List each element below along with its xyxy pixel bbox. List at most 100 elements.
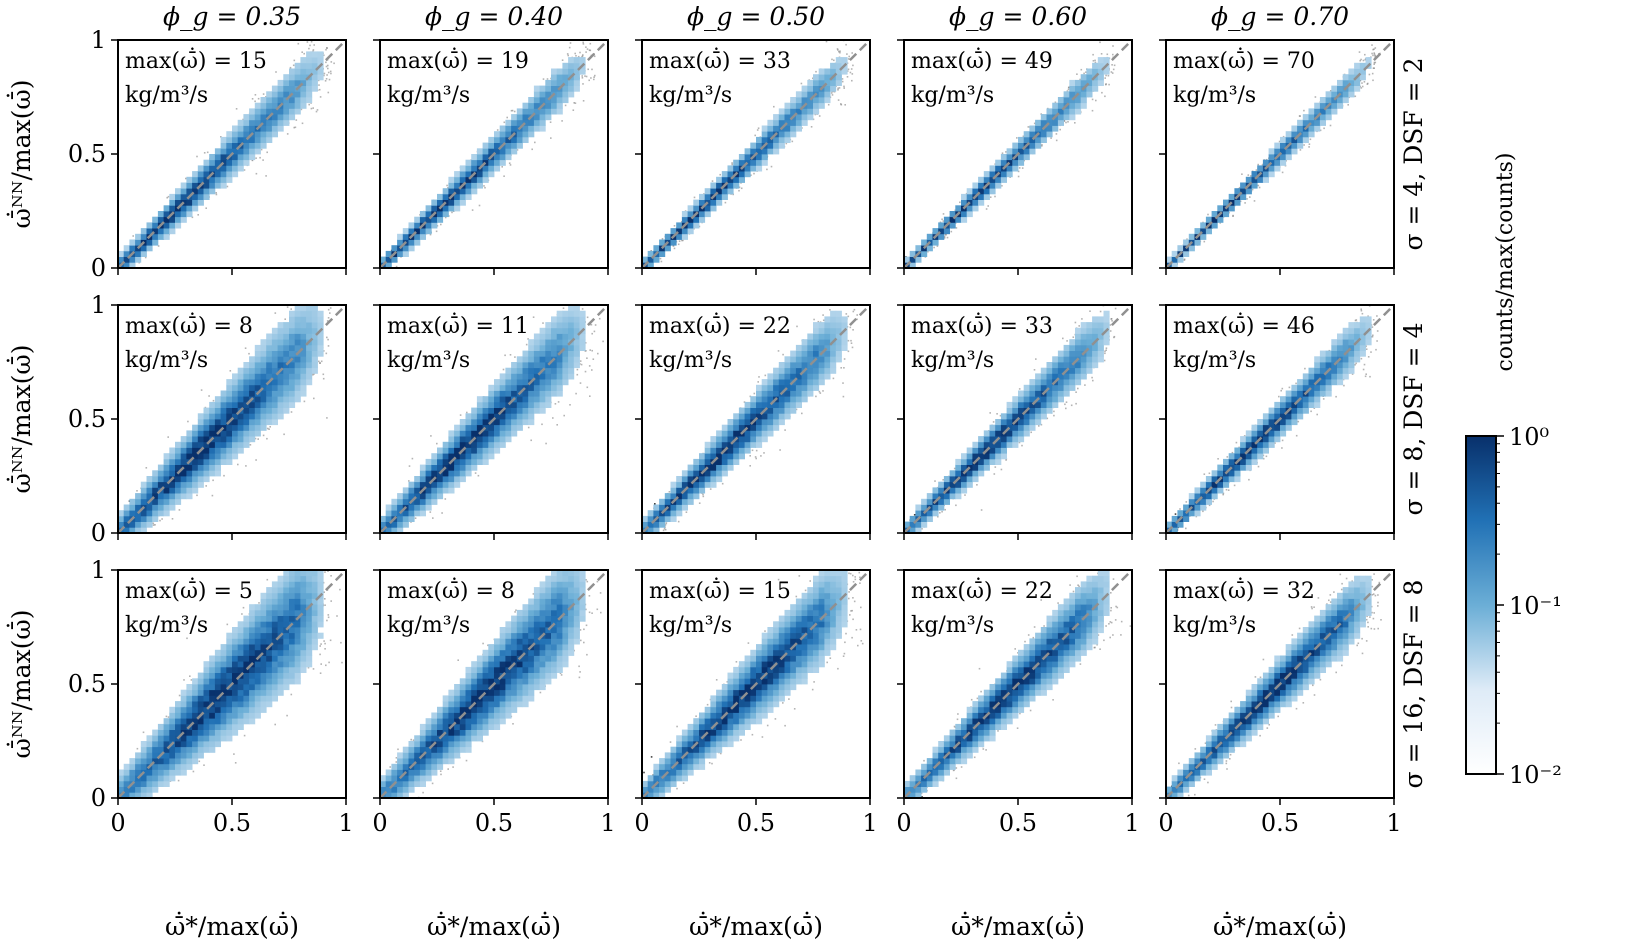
density-bin — [716, 188, 723, 195]
density-bin — [482, 176, 489, 183]
density-bin — [784, 114, 791, 121]
density-bin — [135, 250, 142, 257]
density-bin — [266, 136, 273, 143]
density-bin — [556, 79, 563, 86]
density-bin — [539, 91, 546, 98]
scatter-point — [827, 103, 830, 106]
density-bin — [459, 188, 466, 195]
density-bin — [761, 148, 768, 155]
density-bin — [277, 356, 284, 363]
scatter-point — [833, 59, 835, 62]
density-bin — [317, 344, 324, 351]
scatter-point — [290, 411, 293, 413]
density-bin — [687, 216, 694, 223]
scatter-point — [837, 49, 839, 51]
density-bin — [801, 91, 808, 98]
density-bin — [1075, 108, 1082, 115]
scatter-point — [161, 518, 163, 520]
density-bin — [311, 51, 318, 58]
density-bin — [1251, 176, 1258, 183]
scatter-point — [550, 137, 552, 139]
density-bin — [1319, 108, 1326, 115]
density-bin — [778, 108, 785, 115]
density-bin — [499, 125, 506, 132]
density-bin — [283, 367, 290, 374]
scatter-point — [567, 54, 569, 57]
density-bin — [317, 74, 324, 81]
density-bin — [773, 119, 780, 126]
density-bin — [414, 222, 421, 229]
density-bin — [237, 125, 244, 132]
density-bin — [209, 447, 216, 454]
density-bin — [277, 322, 284, 329]
density-bin — [681, 211, 688, 218]
density-bin — [995, 159, 1002, 166]
density-bin — [192, 193, 199, 200]
scatter-point — [588, 79, 590, 82]
density-bin — [471, 159, 478, 166]
density-bin — [180, 436, 187, 443]
scatter-point — [514, 356, 516, 358]
scatter-point — [837, 87, 839, 90]
density-bin — [237, 396, 244, 403]
scatter-point — [582, 100, 585, 102]
density-bin — [237, 424, 244, 431]
density-bin — [243, 367, 250, 374]
density-bin — [647, 262, 654, 268]
density-bin — [294, 74, 301, 81]
density-bin — [790, 102, 797, 109]
density-bin — [146, 228, 153, 235]
scatter-point — [812, 77, 814, 80]
density-bin — [784, 108, 791, 115]
density-bin — [670, 228, 677, 235]
density-bin — [140, 228, 147, 235]
density-bin — [1052, 119, 1059, 126]
unit-annotation: kg/m³/s — [649, 83, 732, 108]
density-bin — [232, 453, 239, 460]
scatter-point — [1371, 44, 1373, 46]
density-bin — [983, 176, 990, 183]
density-bin — [710, 205, 717, 212]
scatter-point — [1017, 170, 1020, 173]
density-bin — [533, 85, 540, 92]
density-bin — [1337, 85, 1344, 92]
density-bin — [266, 419, 273, 426]
density-bin — [556, 108, 563, 115]
scatter-point — [444, 498, 447, 500]
density-bin — [505, 131, 512, 138]
scatter-point — [496, 129, 499, 131]
density-bin — [790, 97, 797, 104]
density-bin — [232, 424, 239, 431]
scatter-point — [242, 118, 244, 121]
density-bin — [209, 430, 216, 437]
scatter-point — [850, 68, 853, 70]
density-bin — [289, 339, 296, 346]
density-bin — [163, 493, 170, 500]
density-bin — [220, 136, 227, 143]
density-bin — [243, 441, 250, 448]
density-bin — [197, 436, 204, 443]
density-bin — [226, 396, 233, 403]
scatter-point — [127, 536, 129, 538]
scatter-point — [1067, 121, 1069, 123]
density-bin — [243, 159, 250, 166]
scatter-point — [286, 306, 289, 308]
density-bin — [1063, 91, 1070, 98]
scatter-point — [1105, 74, 1107, 77]
density-bin — [1314, 102, 1321, 109]
density-bin — [157, 493, 164, 500]
density-bin — [197, 413, 204, 420]
density-bin — [1040, 119, 1047, 126]
density-bin — [1012, 148, 1019, 155]
density-bin — [289, 373, 296, 380]
density-bin — [232, 384, 239, 391]
scatter-point — [581, 55, 584, 57]
scatter-point — [581, 308, 584, 310]
density-bin — [545, 85, 552, 92]
scatter-point — [1354, 95, 1357, 98]
density-bin — [226, 131, 233, 138]
density-bin — [573, 85, 580, 92]
density-bin — [545, 91, 552, 98]
density-bin — [562, 74, 569, 81]
